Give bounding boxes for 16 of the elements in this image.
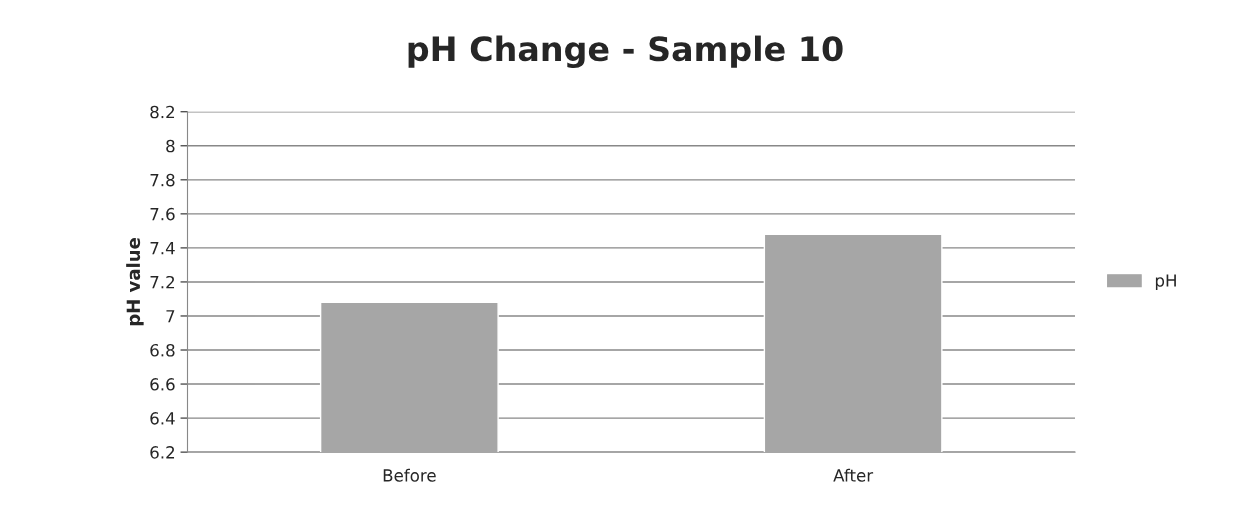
y-axis-title: pH value	[126, 238, 144, 326]
y-tick-label: 7.6	[150, 207, 175, 221]
y-tick-label: 8.2	[150, 105, 175, 119]
y-tick-label: 7	[166, 310, 175, 323]
y-tick-label: 6.2	[150, 446, 175, 459]
x-tick-label: After	[833, 468, 874, 482]
y-tick-label: 7.2	[150, 275, 175, 289]
y-tick-label: 7.8	[150, 173, 175, 187]
y-tick-label: 6.6	[150, 378, 175, 391]
x-tick-label: Before	[383, 468, 436, 482]
y-tick-label: 7.4	[150, 242, 175, 255]
y-tick-label: 6.4	[150, 412, 175, 425]
legend-label: pH	[1155, 274, 1176, 291]
y-tick-label: 6.8	[150, 343, 175, 357]
y-tick-label: 8	[166, 139, 175, 153]
chart-title: pH Change - Sample 10	[408, 35, 843, 69]
